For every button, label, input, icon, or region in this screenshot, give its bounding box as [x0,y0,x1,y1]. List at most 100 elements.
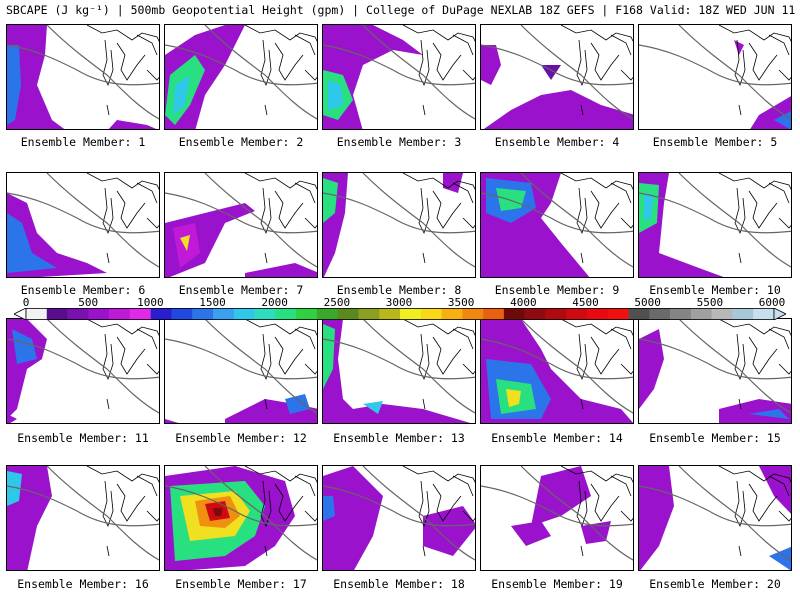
cape-shading [541,65,561,80]
height-contour [46,25,159,120]
colorbar-segment [462,308,484,320]
great-lakes-outline [244,25,317,87]
cape-shading [328,80,343,110]
height-contour [46,466,159,561]
ensemble-member-panel [164,465,318,571]
cape-map [323,173,475,277]
cape-shading [639,329,664,409]
colorbar-tick-label: 0 [22,296,30,309]
colorbar-segment [275,308,297,320]
colorbar-segment [732,308,754,320]
cape-shading [774,111,791,129]
colorbar-segment [441,308,463,320]
cape-map [639,319,791,423]
cape-shading [363,401,383,414]
cape-shading [7,471,22,506]
colorbar-segment [150,308,172,320]
height-contour [46,173,159,268]
cape-shading [108,120,157,129]
cape-shading [511,521,551,546]
colorbar-segment [233,308,255,320]
colorbar-segment [587,308,609,320]
ensemble-member-panel [480,465,634,571]
colorbar-tick-label: 1000 [137,296,164,309]
great-lakes-outline [244,173,317,235]
cape-map [165,466,317,570]
height-contour [323,485,475,527]
cape-shading [285,394,310,414]
ensemble-member-panel [322,318,476,424]
ensemble-member-panel [322,24,476,130]
height-contour [323,338,475,380]
cape-shading [12,329,37,364]
colorbar-tick-label: 5500 [696,296,724,309]
cape-shading [423,506,475,556]
height-contour [639,192,791,234]
ensemble-member-panel [164,24,318,130]
cape-map [323,319,475,423]
cape-shading [749,409,789,419]
cape-shading [506,389,521,407]
great-lakes-outline [560,173,633,235]
colorbar-segment [545,308,567,320]
colorbar-segment [129,308,151,320]
ensemble-member-panel [480,24,634,130]
colorbar-segment [213,308,235,320]
cape-shading [323,319,471,423]
height-contour [481,192,633,234]
colorbar-segment [171,308,193,320]
cape-shading [734,40,744,55]
ensemble-member-label: Ensemble Member: 14 [491,431,623,445]
ensemble-member-panel [6,172,160,278]
height-contour [204,466,317,561]
colorbar-segment [296,308,318,320]
cape-map [481,466,633,561]
colorbar-segment [503,308,525,320]
colorbar-segment [88,308,110,320]
colorbar-segment [483,308,505,320]
colorbar-segment [711,308,733,320]
ensemble-member-label: Ensemble Member: 9 [494,283,620,297]
colorbar-segment [649,308,671,320]
ensemble-member-label: Ensemble Member: 1 [20,135,146,149]
colorbar-segment [566,308,588,320]
ensemble-member-label: Ensemble Member: 16 [17,577,149,591]
great-lakes-outline [718,173,791,235]
ensemble-member-label: Ensemble Member: 17 [175,577,307,591]
colorbar-segment [192,308,214,320]
ensemble-member-panel [6,465,160,571]
height-contour [678,173,791,268]
height-contour [639,338,791,380]
colorbar-segment [690,308,712,320]
colorbar-tick-label: 2000 [261,296,288,309]
colorbar-tick-label: 3500 [447,296,475,309]
ensemble-member-label: Ensemble Member: 8 [336,283,462,297]
cape-map [639,173,791,277]
colorbar-tick-label: 5000 [634,296,661,309]
cape-shading [213,508,223,516]
cape-shading [769,546,791,570]
great-lakes-outline [560,25,633,87]
ensemble-member-panel [322,465,476,571]
ensemble-member-label: Ensemble Member: 4 [494,135,620,149]
cape-map [481,173,633,277]
height-contour [639,44,791,86]
cape-shading [323,178,338,223]
height-contour [7,485,159,527]
ensemble-member-panel [6,24,160,130]
ensemble-member-panel [164,318,318,424]
colorbar-segment [420,308,442,320]
great-lakes-outline [402,173,475,235]
height-contour [7,192,159,234]
height-contour [678,319,791,414]
height-contour [520,173,633,268]
height-contour [362,466,475,561]
cape-map [323,25,475,129]
cape-shading [173,75,190,115]
great-lakes-outline [86,319,159,381]
colorbar-segment [400,308,422,320]
cape-map [7,25,159,129]
ensemble-member-label: Ensemble Member: 7 [178,283,304,297]
cape-shading [245,263,317,277]
height-contour [204,25,317,120]
